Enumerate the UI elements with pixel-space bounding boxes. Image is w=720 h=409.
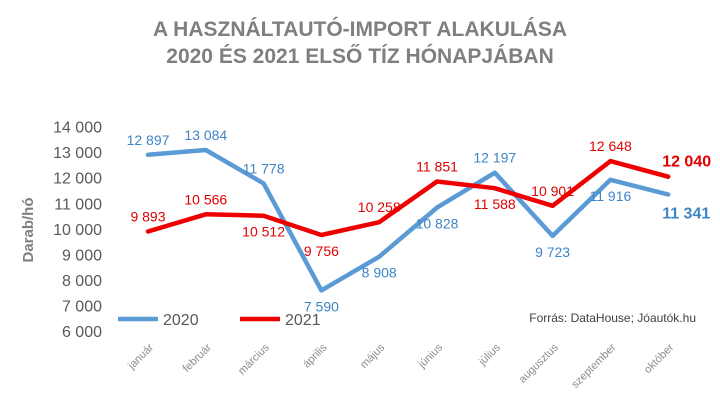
data-label-2021: 11 851 — [416, 159, 458, 175]
y-tick-label: 6 000 — [62, 324, 102, 341]
x-tick-label: július — [476, 341, 503, 368]
data-label-2021: 12 040 — [662, 154, 711, 171]
series-line-2020 — [145, 147, 671, 293]
y-axis-label: Darab/hó — [20, 197, 37, 262]
data-label-2020: 12 197 — [473, 150, 516, 166]
data-label-2020: 10 828 — [416, 216, 459, 232]
y-tick-label: 14 000 — [53, 120, 102, 137]
data-labels: 12 897 13 084 11 778 7 590 8 908 10 828 12 197… — [127, 127, 712, 314]
x-tick-label: január — [125, 341, 156, 372]
y-tick-label: 9 000 — [62, 247, 102, 264]
data-label-2020: 12 897 — [127, 132, 170, 148]
y-tick-label: 10 000 — [53, 222, 102, 239]
data-label-2020: 7 590 — [304, 298, 339, 314]
data-label-2021: 12 648 — [589, 138, 632, 154]
series-lines — [145, 147, 671, 293]
data-label-2020: 11 916 — [590, 188, 632, 204]
x-tick-label: május — [358, 341, 388, 371]
x-tick-label: február — [181, 341, 214, 374]
x-tick-label: március — [236, 341, 272, 377]
data-label-2021: 11 588 — [474, 196, 516, 212]
y-axis-ticks: 6 000 7 000 8 000 9 000 10 000 11 000 12 000 13… — [53, 120, 102, 341]
series-line-2021 — [145, 158, 671, 238]
data-label-2020: 11 341 — [662, 206, 710, 223]
y-tick-label: 8 000 — [62, 273, 102, 290]
chart-title-line-2: 2020 ÉS 2021 ELSŐ TÍZ HÓNAPJÁBAN — [166, 44, 553, 68]
y-tick-label: 7 000 — [62, 298, 102, 315]
chart-title-line-1: A HASZNÁLTAUTÓ-IMPORT ALAKULÁSA — [153, 17, 567, 41]
x-tick-label: október — [642, 341, 677, 376]
x-tick-label: augusztus — [517, 341, 561, 385]
x-tick-label: június — [416, 341, 446, 371]
legend: 2020 2021 — [118, 312, 321, 329]
x-axis-ticks: január február március április május június jú… — [125, 341, 676, 390]
x-tick-label: szeptember — [569, 341, 618, 390]
data-label-2020: 9 723 — [535, 244, 570, 260]
data-label-2021: 10 512 — [242, 224, 285, 240]
y-tick-label: 13 000 — [53, 145, 102, 162]
legend-label-2021: 2021 — [285, 312, 321, 329]
y-tick-label: 11 000 — [54, 196, 102, 213]
data-label-2020: 11 778 — [243, 160, 285, 176]
data-label-2020: 13 084 — [184, 127, 227, 143]
source-note: Forrás: DataHouse; Jóautók.hu — [529, 311, 696, 325]
x-tick-label: április — [301, 341, 330, 370]
data-label-2021: 10 901 — [531, 183, 574, 199]
data-label-2021: 9 756 — [304, 243, 339, 259]
data-label-2021: 10 258 — [358, 199, 401, 215]
legend-label-2020: 2020 — [163, 312, 199, 329]
data-label-2021: 10 566 — [184, 191, 227, 207]
data-label-2021: 9 893 — [130, 209, 165, 225]
y-tick-label: 12 000 — [53, 171, 102, 188]
data-label-2020: 8 908 — [362, 265, 397, 281]
